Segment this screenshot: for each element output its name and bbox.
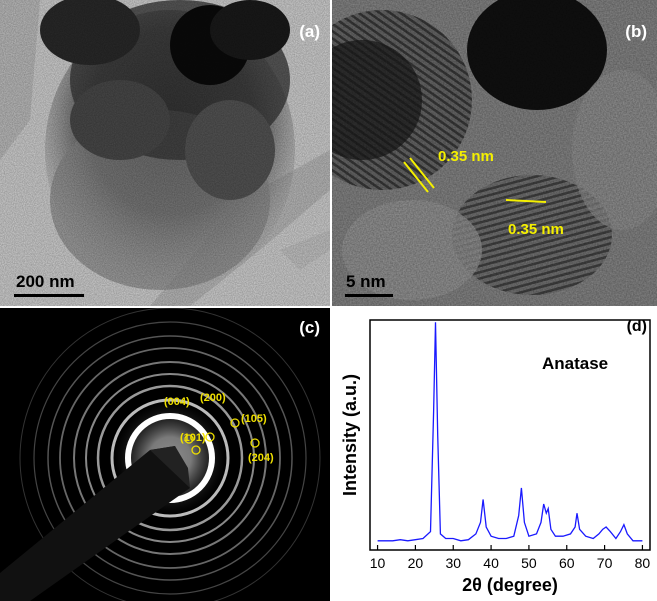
ring-label-004: (004): [164, 396, 190, 408]
panel-b-label: (b): [625, 22, 647, 41]
panel-a-tem: (a) 200 nm: [0, 0, 330, 306]
x-tick-label-6: 70: [597, 555, 613, 571]
x-tick-label-5: 60: [559, 555, 575, 571]
panel-c-label: (c): [299, 318, 320, 337]
ring-label-200: (200): [200, 392, 226, 404]
panel-b-hrtem: (b) 0.35 nm 0.35 nm 5 nm: [332, 0, 657, 306]
x-axis-label: 2θ (degree): [462, 575, 558, 595]
plot-frame: [369, 319, 651, 551]
panel-d-label: (d): [626, 318, 647, 335]
panel-b-scale-text: 5 nm: [346, 272, 386, 291]
x-tick-label-1: 20: [408, 555, 424, 571]
panel-c-image: [0, 308, 330, 601]
xrd-series-0: [377, 322, 643, 542]
panel-c-saed: (c) (004) (200) (105) (101) (204): [0, 308, 330, 601]
x-tick-label-2: 30: [445, 555, 461, 571]
x-tick-label-7: 80: [635, 555, 651, 571]
ring-label-101: (101): [180, 432, 206, 444]
panel-d-xrd: 10 20 30 40 50 60 70 80 2θ (degree) Intensity (a.…: [332, 308, 657, 601]
panel-a-scale-text: 200 nm: [16, 272, 75, 291]
panel-a-label: (a): [299, 22, 320, 41]
panel-a-scale-bar: [14, 294, 84, 297]
lattice-spacing-2: 0.35 nm: [508, 221, 564, 238]
x-tick-label-3: 40: [483, 555, 499, 571]
panel-a-image: [0, 0, 330, 306]
ring-label-204: (204): [248, 452, 274, 464]
panel-b-image: [332, 0, 657, 306]
y-axis-label: Intensity (a.u.): [340, 374, 360, 496]
xrd-chart: 10 20 30 40 50 60 70 80 2θ (degree) Intensity (a.…: [340, 319, 651, 595]
x-tick-label-0: 10: [370, 555, 386, 571]
ring-label-105: (105): [241, 413, 267, 425]
panel-b-scale-bar: [345, 294, 393, 297]
xrd-legend: Anatase: [542, 354, 609, 373]
x-tick-label-4: 50: [521, 555, 537, 571]
lattice-spacing-1: 0.35 nm: [438, 148, 494, 165]
